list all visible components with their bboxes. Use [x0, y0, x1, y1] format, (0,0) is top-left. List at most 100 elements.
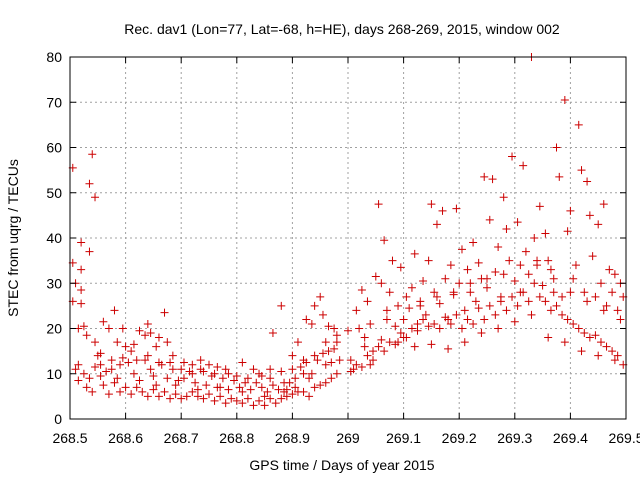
data-point	[77, 265, 86, 274]
data-point	[558, 292, 567, 301]
data-point	[171, 390, 180, 399]
data-point	[179, 374, 188, 383]
data-point	[538, 281, 547, 290]
data-point	[307, 319, 316, 328]
grid-layer	[70, 57, 626, 419]
data-point	[88, 387, 97, 396]
data-point	[477, 329, 486, 338]
data-point	[427, 200, 436, 209]
data-point	[419, 276, 428, 285]
data-point	[563, 227, 572, 236]
data-point	[135, 376, 144, 385]
y-tick-label: 50	[46, 185, 62, 201]
data-point	[580, 288, 589, 297]
data-point	[166, 358, 175, 367]
data-point	[610, 356, 619, 365]
data-point	[394, 338, 403, 347]
data-point	[585, 333, 594, 342]
data-point	[483, 274, 491, 283]
data-point	[160, 387, 169, 396]
data-point	[266, 394, 275, 403]
data-point	[382, 315, 391, 324]
data-point	[74, 376, 83, 385]
data-point	[227, 394, 236, 403]
data-point	[435, 324, 444, 333]
data-point	[466, 279, 475, 288]
data-point	[260, 392, 269, 401]
data-point	[255, 396, 264, 405]
data-point	[268, 381, 277, 390]
data-point	[118, 353, 127, 362]
data-point	[513, 218, 522, 227]
data-point	[282, 385, 291, 394]
data-point	[427, 340, 436, 349]
data-point	[163, 374, 172, 383]
data-point	[216, 383, 225, 392]
data-point	[260, 401, 269, 410]
data-point	[327, 374, 336, 383]
data-point	[154, 392, 163, 401]
data-point	[102, 367, 111, 376]
data-point	[571, 261, 580, 270]
y-tick-label: 20	[46, 321, 62, 337]
data-point	[502, 306, 511, 315]
data-point	[352, 306, 361, 315]
data-point	[530, 234, 539, 242]
data-point	[357, 286, 366, 295]
data-point	[99, 317, 108, 326]
data-point	[616, 315, 625, 324]
data-point	[410, 249, 419, 258]
data-point	[569, 274, 578, 283]
data-point	[488, 175, 497, 184]
data-point	[508, 152, 517, 161]
data-point	[277, 301, 286, 310]
data-point	[563, 315, 572, 324]
data-point	[143, 319, 152, 328]
data-point	[355, 324, 364, 333]
x-tick-label: 269.3	[497, 430, 532, 446]
data-point	[321, 360, 330, 369]
data-point	[77, 238, 86, 247]
x-tick-label: 269.4	[553, 430, 588, 446]
data-point	[449, 288, 458, 297]
data-point	[121, 342, 130, 351]
data-point	[193, 385, 202, 394]
y-tick-label: 0	[54, 411, 62, 427]
data-point	[424, 322, 433, 331]
data-point	[599, 306, 608, 315]
data-point	[271, 399, 280, 408]
data-point	[396, 263, 405, 272]
data-point	[360, 333, 369, 342]
data-point	[188, 387, 197, 396]
y-tick-label: 80	[46, 49, 62, 65]
x-tick-label: 269.1	[386, 430, 421, 446]
data-point	[352, 360, 361, 369]
data-point	[452, 204, 461, 213]
data-point	[299, 356, 308, 365]
data-point	[246, 385, 255, 394]
data-point	[574, 120, 583, 129]
y-tick-label: 70	[46, 94, 62, 110]
data-point	[268, 329, 277, 338]
data-point	[327, 358, 336, 367]
data-point	[530, 279, 539, 288]
data-point	[154, 358, 163, 367]
data-point	[307, 369, 316, 378]
data-point	[168, 365, 177, 374]
data-point	[232, 372, 241, 381]
data-point	[480, 172, 489, 181]
data-point	[116, 360, 125, 369]
data-point	[243, 394, 252, 403]
data-point	[335, 356, 344, 365]
x-tick-label: 268.7	[164, 430, 199, 446]
data-point	[238, 358, 247, 367]
data-point	[218, 374, 227, 383]
data-point	[483, 283, 491, 292]
data-point	[457, 245, 466, 254]
data-point	[544, 256, 553, 265]
y-axis-label: STEC from uqrg / TECUs	[5, 159, 21, 317]
data-point	[382, 306, 391, 315]
data-point	[193, 392, 202, 401]
data-point	[485, 301, 494, 310]
data-point	[232, 396, 241, 405]
